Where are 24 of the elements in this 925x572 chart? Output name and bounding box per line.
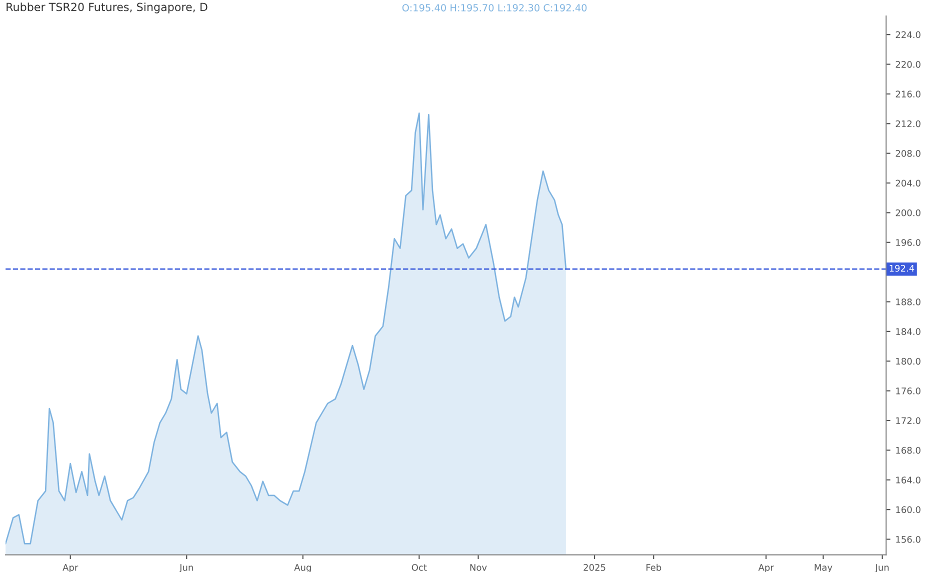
x-tick-label: 2025 [584,564,606,571]
y-tick-label: 200.0 [896,209,920,216]
y-tick-label: 216.0 [896,90,920,98]
x-tick-label: Oct [412,564,427,571]
y-tick-label: 172.0 [896,417,920,424]
y-tick-label: 208.0 [896,150,920,157]
y-tick-label: 160.0 [896,506,920,514]
x-tick-label: Nov [470,564,487,571]
y-tick-label: 212.0 [896,120,920,128]
y-tick-label: 188.0 [896,298,920,306]
y-tick-label: 204.0 [896,180,920,187]
y-tick-label: 168.0 [896,446,920,454]
y-tick-label: 184.0 [896,328,920,335]
ref-line-label: 192.4 [890,264,914,272]
y-tick-label: 180.0 [896,358,920,365]
text: O:195.40 H:195.70 L:192.30 C:192.40 [402,4,587,12]
y-tick-label: 156.0 [896,536,920,543]
chart-title: Rubber TSR20 Futures, Singapore, D [6,2,208,14]
y-tick-label: 164.0 [896,476,920,484]
y-tick-label: 224.0 [896,31,920,38]
y-tick-label: 176.0 [896,388,920,394]
x-tick-label: Feb [646,564,662,571]
y-tick-label: 196.0 [896,239,920,246]
y-tick-label: 220.0 [896,60,920,68]
